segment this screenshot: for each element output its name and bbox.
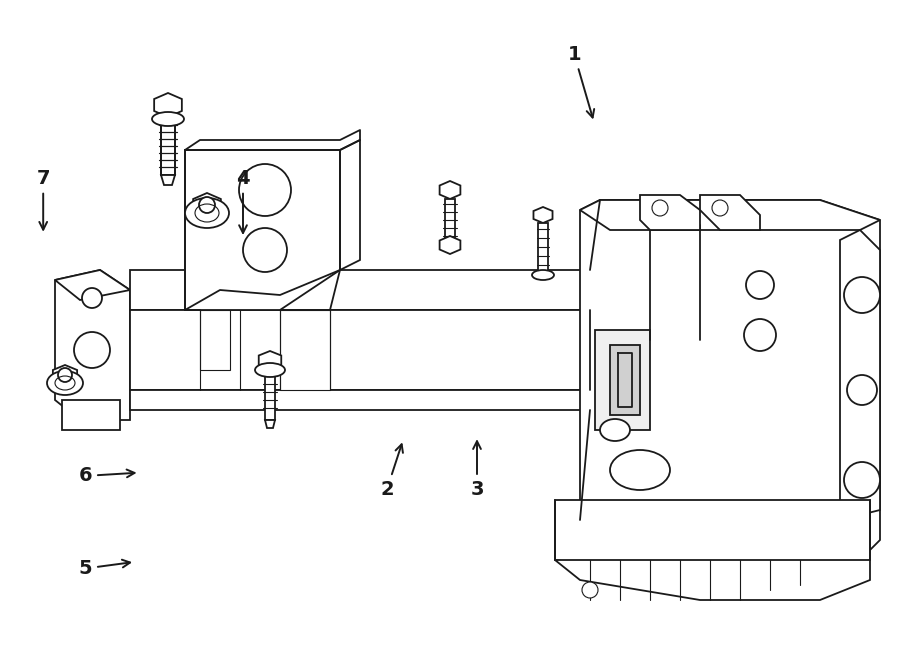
Polygon shape — [640, 195, 700, 230]
Ellipse shape — [600, 419, 630, 441]
Polygon shape — [534, 207, 553, 223]
Circle shape — [58, 368, 72, 382]
Polygon shape — [53, 365, 77, 385]
Polygon shape — [439, 181, 461, 199]
Circle shape — [239, 164, 291, 216]
Circle shape — [243, 228, 287, 272]
Polygon shape — [580, 200, 880, 560]
Polygon shape — [595, 330, 650, 430]
Polygon shape — [280, 310, 330, 390]
Text: 1: 1 — [567, 45, 594, 118]
Polygon shape — [130, 290, 610, 390]
Text: 4: 4 — [236, 169, 250, 233]
Polygon shape — [439, 236, 461, 254]
Polygon shape — [130, 370, 610, 410]
Circle shape — [82, 288, 102, 308]
Ellipse shape — [47, 371, 83, 395]
Polygon shape — [445, 199, 455, 245]
Polygon shape — [62, 400, 120, 430]
Circle shape — [652, 200, 668, 216]
Polygon shape — [154, 93, 182, 117]
Text: 7: 7 — [36, 169, 50, 230]
Circle shape — [746, 271, 774, 299]
Text: 2: 2 — [380, 444, 403, 498]
Circle shape — [74, 332, 110, 368]
Polygon shape — [161, 175, 175, 185]
Circle shape — [712, 200, 728, 216]
Circle shape — [844, 277, 880, 313]
Polygon shape — [538, 223, 548, 275]
Ellipse shape — [610, 450, 670, 490]
Polygon shape — [700, 195, 760, 230]
Polygon shape — [265, 370, 275, 420]
Polygon shape — [130, 270, 610, 310]
Polygon shape — [55, 270, 130, 300]
Circle shape — [199, 197, 215, 213]
Polygon shape — [258, 351, 282, 369]
Circle shape — [744, 319, 776, 351]
Text: 6: 6 — [78, 467, 135, 485]
Polygon shape — [610, 345, 640, 415]
Ellipse shape — [255, 363, 285, 377]
Circle shape — [844, 462, 880, 498]
Polygon shape — [185, 150, 340, 310]
Polygon shape — [55, 270, 130, 420]
Ellipse shape — [185, 198, 229, 228]
Polygon shape — [840, 230, 880, 520]
Polygon shape — [161, 119, 175, 175]
Polygon shape — [580, 200, 880, 230]
Polygon shape — [555, 560, 870, 600]
Text: 5: 5 — [78, 559, 130, 578]
Polygon shape — [340, 140, 360, 270]
Circle shape — [847, 375, 877, 405]
Text: 3: 3 — [470, 441, 484, 498]
Polygon shape — [265, 420, 275, 428]
Polygon shape — [194, 193, 220, 217]
Polygon shape — [555, 500, 870, 580]
Ellipse shape — [152, 112, 184, 126]
Ellipse shape — [532, 270, 554, 280]
Polygon shape — [200, 310, 230, 370]
Circle shape — [582, 582, 598, 598]
